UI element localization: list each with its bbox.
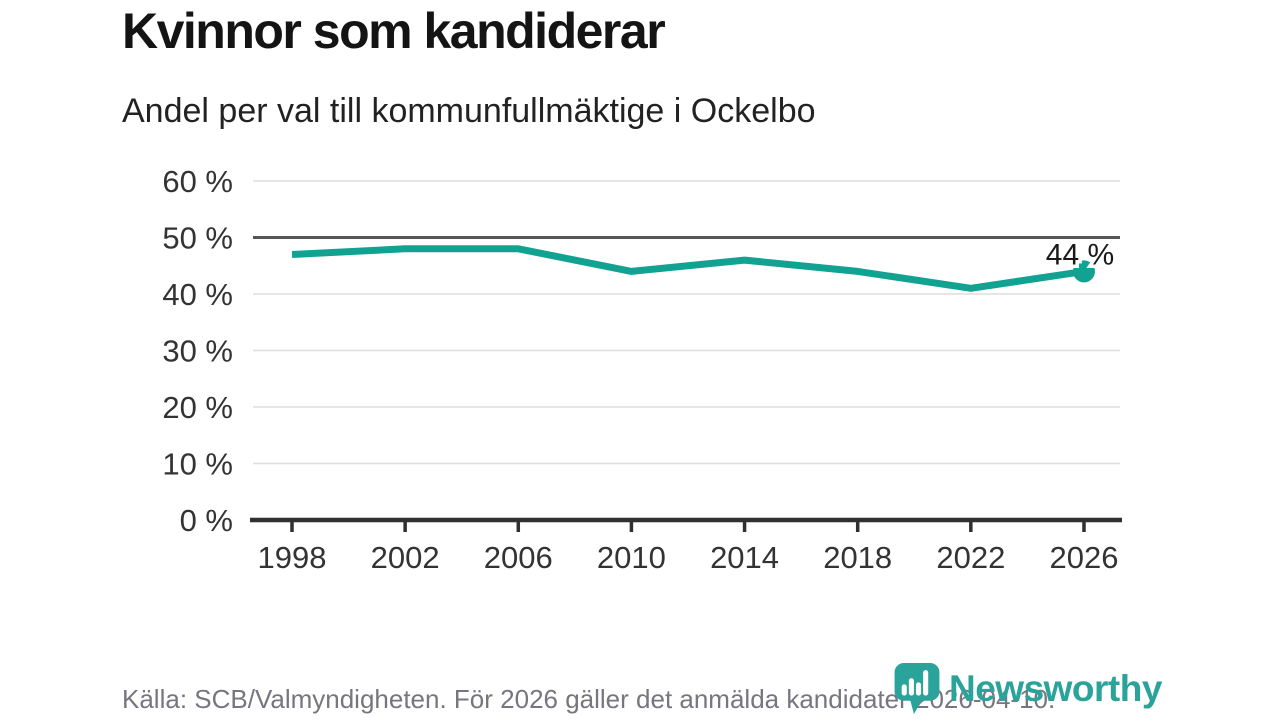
chart-title: Kvinnor som kandiderar xyxy=(122,3,666,59)
brand-wordmark: Newsworthy xyxy=(949,668,1162,709)
y-tick-label-20: 20 % xyxy=(162,390,233,425)
line-chart: 0 % 10 % 20 % 30 % 40 % 50 % 60 % 1998 2002 2006 2… xyxy=(162,164,1122,575)
y-tick-label-0: 0 % xyxy=(180,503,233,538)
y-tick-label-50: 50 % xyxy=(162,221,233,256)
x-tick-label-2002: 2002 xyxy=(371,540,440,575)
y-tick-label-30: 30 % xyxy=(162,334,233,369)
line-chart-area: 0 % 10 % 20 % 30 % 40 % 50 % 60 % 1998 2002 2006 2… xyxy=(0,155,1280,585)
x-tick-label-2010: 2010 xyxy=(597,540,666,575)
x-tick-label-2022: 2022 xyxy=(936,540,1005,575)
end-point-label: 44 % xyxy=(1046,238,1114,271)
x-tick-label-2014: 2014 xyxy=(710,540,779,575)
x-tick-label-2018: 2018 xyxy=(823,540,892,575)
x-tick-label-2026: 2026 xyxy=(1049,540,1118,575)
y-tick-label-40: 40 % xyxy=(162,277,233,312)
y-tick-label-60: 60 % xyxy=(162,164,233,199)
x-tick-label-2006: 2006 xyxy=(484,540,553,575)
bar-chart-bubble-icon xyxy=(894,663,940,714)
chart-subtitle: Andel per val till kommunfullmäktige i O… xyxy=(122,92,816,130)
x-tick-label-1998: 1998 xyxy=(258,540,327,575)
end-point-marker xyxy=(1072,260,1095,283)
newsworthy-logo: Newsworthy xyxy=(892,662,1162,715)
y-tick-label-10: 10 % xyxy=(162,447,233,482)
data-line xyxy=(291,245,1085,292)
